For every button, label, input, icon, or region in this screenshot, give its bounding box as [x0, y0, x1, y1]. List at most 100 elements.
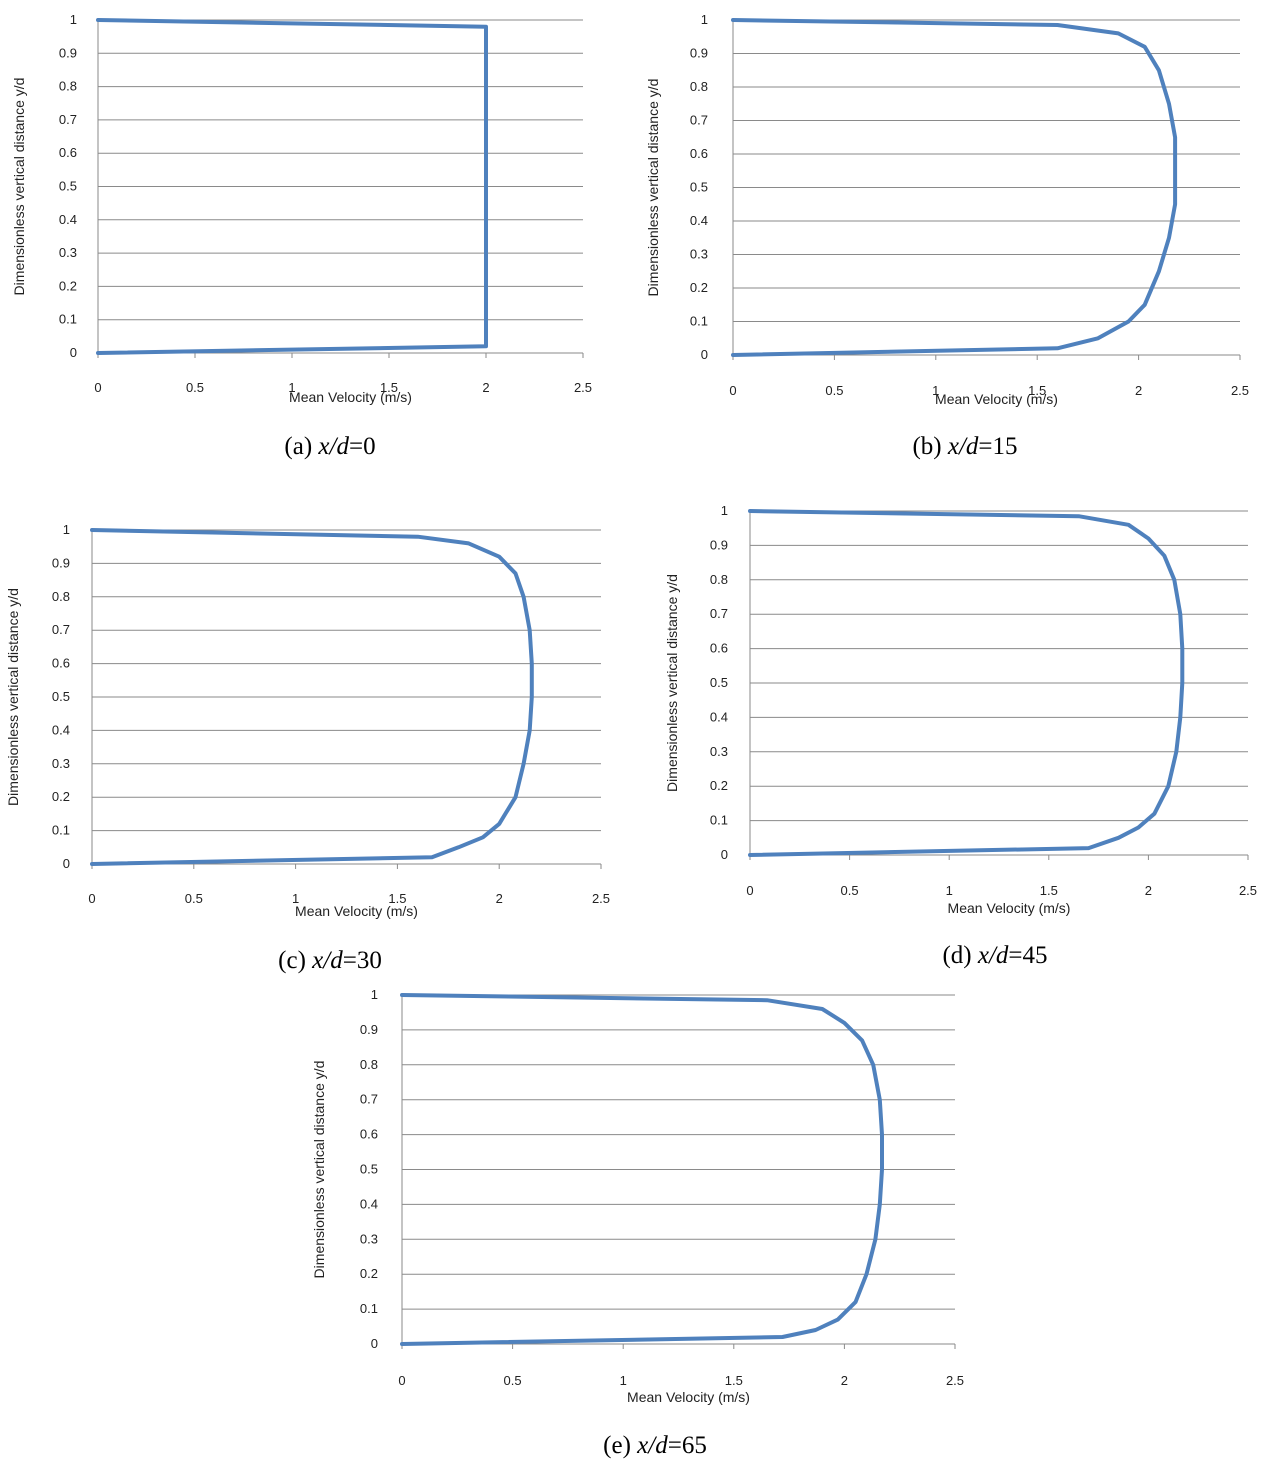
- chart-a-y-tick-label: 0.1: [59, 312, 77, 327]
- chart-d-x-tick-label: 2.5: [1239, 883, 1257, 898]
- chart-a-y-tick-label: 0.3: [59, 245, 77, 260]
- chart-a-y-tick-label: 0: [70, 345, 77, 360]
- chart-c-x-tick-label: 1: [292, 891, 299, 906]
- chart-c-caption: (c) x/d=30: [215, 947, 445, 975]
- chart-c-x-tick-label: 0.5: [185, 891, 203, 906]
- chart-a-x-tick-label: 1.5: [380, 380, 398, 395]
- chart-a-x-tick-label: 2: [482, 380, 489, 395]
- chart-b-caption-value: =15: [978, 433, 1018, 460]
- chart-b-x-tick-label: 2: [1135, 383, 1142, 398]
- chart-a-x-axis-label: Mean Velocity (m/s): [289, 389, 412, 405]
- chart-d-y-tick-label: 0.3: [710, 744, 728, 759]
- chart-d-x-tick-label: 2: [1145, 883, 1152, 898]
- chart-c-caption-label: (c): [278, 947, 306, 974]
- chart-e-caption-var: x/d: [637, 1432, 668, 1459]
- chart-c-y-tick-label: 0.7: [52, 622, 70, 637]
- chart-a-x-tick-label: 1: [288, 380, 295, 395]
- chart-d-y-tick-label: 0.6: [710, 641, 728, 656]
- chart-b-y-tick-label: 0: [701, 347, 708, 362]
- chart-e-y-tick-label: 0: [371, 1336, 378, 1351]
- chart-b-y-tick-label: 0.9: [690, 46, 708, 61]
- chart-e-y-axis-label: Dimensionless vertical distance y/d: [311, 1061, 327, 1279]
- chart-a-velocity-profile-line: [96, 18, 488, 355]
- chart-d-y-tick-label: 0.4: [710, 709, 728, 724]
- chart-e-x-tick-label: 2.5: [946, 1373, 964, 1388]
- chart-e-y-tick-label: 0.3: [360, 1231, 378, 1246]
- chart-e-y-tick-label: 0.9: [360, 1022, 378, 1037]
- chart-a-caption-value: =0: [348, 433, 376, 460]
- chart-e-x-tick-label: 1: [620, 1373, 627, 1388]
- chart-c-x-tick-label: 1.5: [388, 891, 406, 906]
- chart-a-y-axis-label: Dimensionless vertical distance y/d: [11, 78, 27, 296]
- chart-a-x-tick-label: 0.5: [186, 380, 204, 395]
- chart-e-y-tick-label: 0.5: [360, 1162, 378, 1177]
- chart-b-caption-var: x/d: [947, 433, 979, 460]
- chart-c-y-tick-label: 0.5: [52, 689, 70, 704]
- chart-e-velocity-profile-line: [400, 993, 884, 1346]
- chart-b-x-tick-label: 1: [932, 383, 939, 398]
- chart-b-y-tick-label: 0.3: [690, 247, 708, 262]
- chart-b-x-tick-label: 2.5: [1231, 383, 1249, 398]
- chart-e-x-tick-label: 2: [841, 1373, 848, 1388]
- chart-d-x-tick-label: 0: [746, 883, 753, 898]
- chart-e-caption: (e) x/d=65: [540, 1432, 770, 1460]
- chart-b-x-axis-label: Mean Velocity (m/s): [935, 391, 1058, 407]
- chart-b-y-tick-label: 0.7: [690, 113, 708, 128]
- chart-d-y-axis-label: Dimensionless vertical distance y/d: [664, 574, 680, 792]
- chart-a-y-tick-label: 0.9: [59, 45, 77, 60]
- chart-b-y-axis-label: Dimensionless vertical distance y/d: [645, 79, 661, 297]
- chart-e-x-tick-label: 0.5: [504, 1373, 522, 1388]
- chart-e-y-tick-label: 0.2: [360, 1266, 378, 1281]
- chart-c-y-tick-label: 0: [63, 856, 70, 871]
- chart-b-x-tick-label: 0.5: [825, 383, 843, 398]
- chart-panel-e: 0 0.1 0.2 0.3 0.4 0.5 0.6 0.7 0.8 0.9 1 0 0.5 1 1.5 2 2.…: [300, 980, 980, 1459]
- chart-c-y-axis-label: Dimensionless vertical distance y/d: [5, 588, 21, 806]
- chart-e-y-tick-label: 0.8: [360, 1057, 378, 1072]
- chart-a-y-tick-label: 0.7: [59, 112, 77, 127]
- chart-d-caption: (d) x/d=45: [880, 942, 1110, 970]
- chart-b-y-tick-label: 0.8: [690, 79, 708, 94]
- chart-d-y-tick-label: 0.9: [710, 537, 728, 552]
- chart-c-y-tick-label: 0.3: [52, 756, 70, 771]
- chart-panel-a: 0 0.1 0.2 0.3 0.4 0.5 0.6 0.7 0.8 0.9 1 0 0.5 1 1.5 2 2.…: [0, 0, 620, 470]
- chart-c-y-tick-label: 0.9: [52, 555, 70, 570]
- chart-e-x-tick-label: 1.5: [725, 1373, 743, 1388]
- chart-a-y-tick-label: 0.2: [59, 278, 77, 293]
- chart-b-x-tick-label: 0: [729, 383, 736, 398]
- chart-e-x-tick-label: 0: [398, 1373, 405, 1388]
- chart-a-y-tick-label: 0.4: [59, 212, 77, 227]
- chart-e-y-tick-label: 0.7: [360, 1092, 378, 1107]
- chart-b-y-tick-label: 0.6: [690, 146, 708, 161]
- chart-a-y-tick-label: 1: [70, 12, 77, 27]
- chart-e-y-tick-label: 0.6: [360, 1127, 378, 1142]
- chart-b-y-tick-label: 0.4: [690, 213, 708, 228]
- chart-d-y-tick-label: 0.7: [710, 606, 728, 621]
- chart-b-y-tick-label: 0.2: [690, 280, 708, 295]
- chart-e-caption-label: (e): [603, 1432, 631, 1459]
- chart-a-caption-label: (a): [284, 433, 313, 460]
- chart-b-caption: (b) x/d=15: [850, 433, 1080, 461]
- chart-a-svg: 0 0.1 0.2 0.3 0.4 0.5 0.6 0.7 0.8 0.9 1 0 0.5 1 1.5 2 2.…: [11, 12, 592, 405]
- chart-d-x-tick-label: 0.5: [841, 883, 859, 898]
- chart-d-x-axis-label: Mean Velocity (m/s): [948, 900, 1071, 916]
- chart-panel-d: 0 0.1 0.2 0.3 0.4 0.5 0.6 0.7 0.8 0.9 1 0 0.5 1 1.5 2 2.…: [660, 495, 1261, 985]
- chart-b-svg: 0 0.1 0.2 0.3 0.4 0.5 0.6 0.7 0.8 0.9 1 0 0.5 1 1.5 2 2.…: [645, 12, 1249, 407]
- chart-c-y-tick-label: 1: [63, 522, 70, 537]
- chart-c-x-axis-label: Mean Velocity (m/s): [295, 903, 418, 919]
- chart-b-velocity-profile-line: [731, 18, 1178, 357]
- chart-d-y-tick-label: 0.2: [710, 778, 728, 793]
- chart-d-caption-var: x/d: [977, 942, 1009, 969]
- chart-d-velocity-profile-line: [748, 509, 1185, 857]
- chart-e-y-tick-label: 1: [371, 987, 378, 1002]
- chart-e-x-axis-label: Mean Velocity (m/s): [627, 1389, 750, 1405]
- chart-b-y-tick-label: 1: [701, 12, 708, 27]
- chart-panel-b: 0 0.1 0.2 0.3 0.4 0.5 0.6 0.7 0.8 0.9 1 0 0.5 1 1.5 2 2.…: [640, 0, 1261, 470]
- chart-d-y-tick-label: 0.1: [710, 813, 728, 828]
- chart-b-caption-label: (b): [912, 433, 942, 460]
- chart-c-y-tick-label: 0.6: [52, 656, 70, 671]
- chart-d-svg: 0 0.1 0.2 0.3 0.4 0.5 0.6 0.7 0.8 0.9 1 0 0.5 1 1.5 2 2.…: [664, 503, 1257, 916]
- chart-d-x-tick-label: 1: [946, 883, 953, 898]
- chart-c-caption-var: x/d: [312, 947, 343, 974]
- chart-c-y-tick-label: 0.4: [52, 722, 70, 737]
- chart-e-svg: 0 0.1 0.2 0.3 0.4 0.5 0.6 0.7 0.8 0.9 1 0 0.5 1 1.5 2 2.…: [311, 987, 964, 1405]
